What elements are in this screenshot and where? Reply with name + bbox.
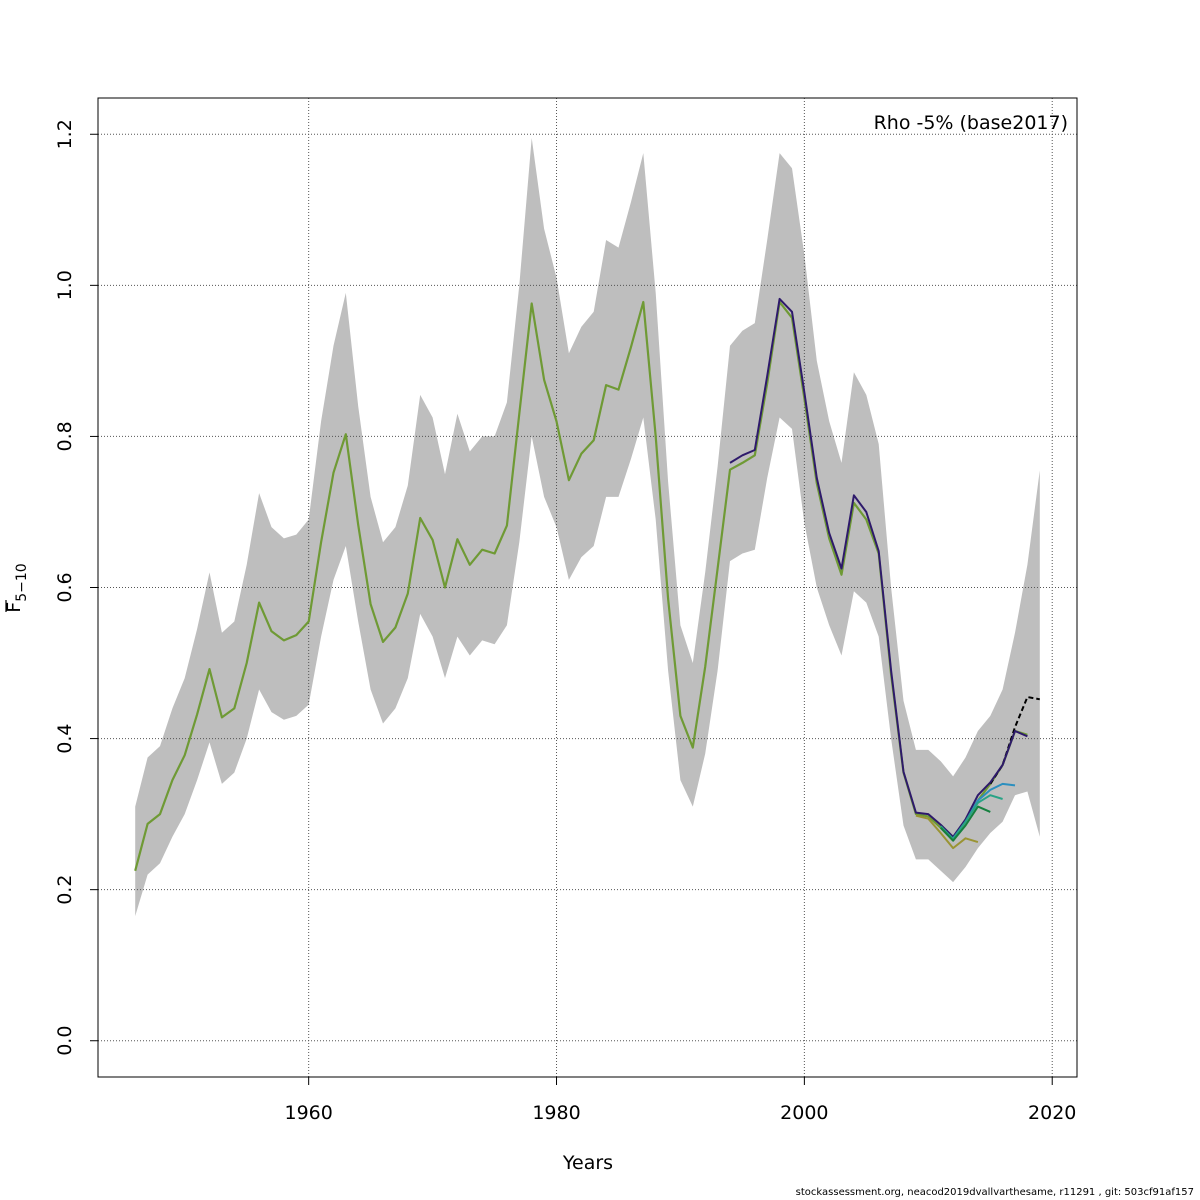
y-tick-label: 0.8 (54, 421, 76, 451)
x-tick-label: 2020 (1028, 1102, 1076, 1124)
y-tick-label: 0.6 (54, 572, 76, 602)
y-tick-label: 0.2 (54, 875, 76, 905)
x-tick-label: 2000 (780, 1102, 828, 1124)
series-line-peel_5 (939, 805, 991, 842)
y-axis-label: F5−10 (3, 563, 30, 612)
y-tick-label: 1.0 (54, 270, 76, 300)
series-line-peel_6 (915, 814, 979, 850)
confidence-band (135, 138, 1040, 917)
x-tick-label: 1960 (284, 1102, 332, 1124)
confidence-band-layer (135, 138, 1040, 917)
x-axis-label: Years (562, 1152, 613, 1174)
series-line-peel_4 (939, 794, 1003, 840)
y-axis-label-main: F (3, 602, 25, 613)
grid-layer (98, 98, 1077, 1077)
chart-annotation: Rho -5% (base2017) (874, 112, 1068, 134)
y-axis-label-sub: 5−10 (14, 563, 30, 601)
series-line-peel_1 (989, 696, 1040, 785)
y-tick-label: 0.0 (54, 1026, 76, 1056)
axes-layer: 1960 1980 2000 2020 0.0 0.2 0.4 0.6 0.8 1.0 1.2 (54, 119, 1076, 1124)
svg-text:F5−10: F5−10 (3, 563, 30, 612)
footer-source-text: stockassessment.org, neacod2019dvallvart… (795, 1187, 1194, 1198)
series-layer (134, 297, 1040, 872)
series-line-peel_2 (729, 297, 1028, 838)
y-tick-label: 0.4 (54, 723, 76, 753)
y-tick-label: 1.2 (54, 119, 76, 149)
x-tick-label: 1980 (532, 1102, 580, 1124)
